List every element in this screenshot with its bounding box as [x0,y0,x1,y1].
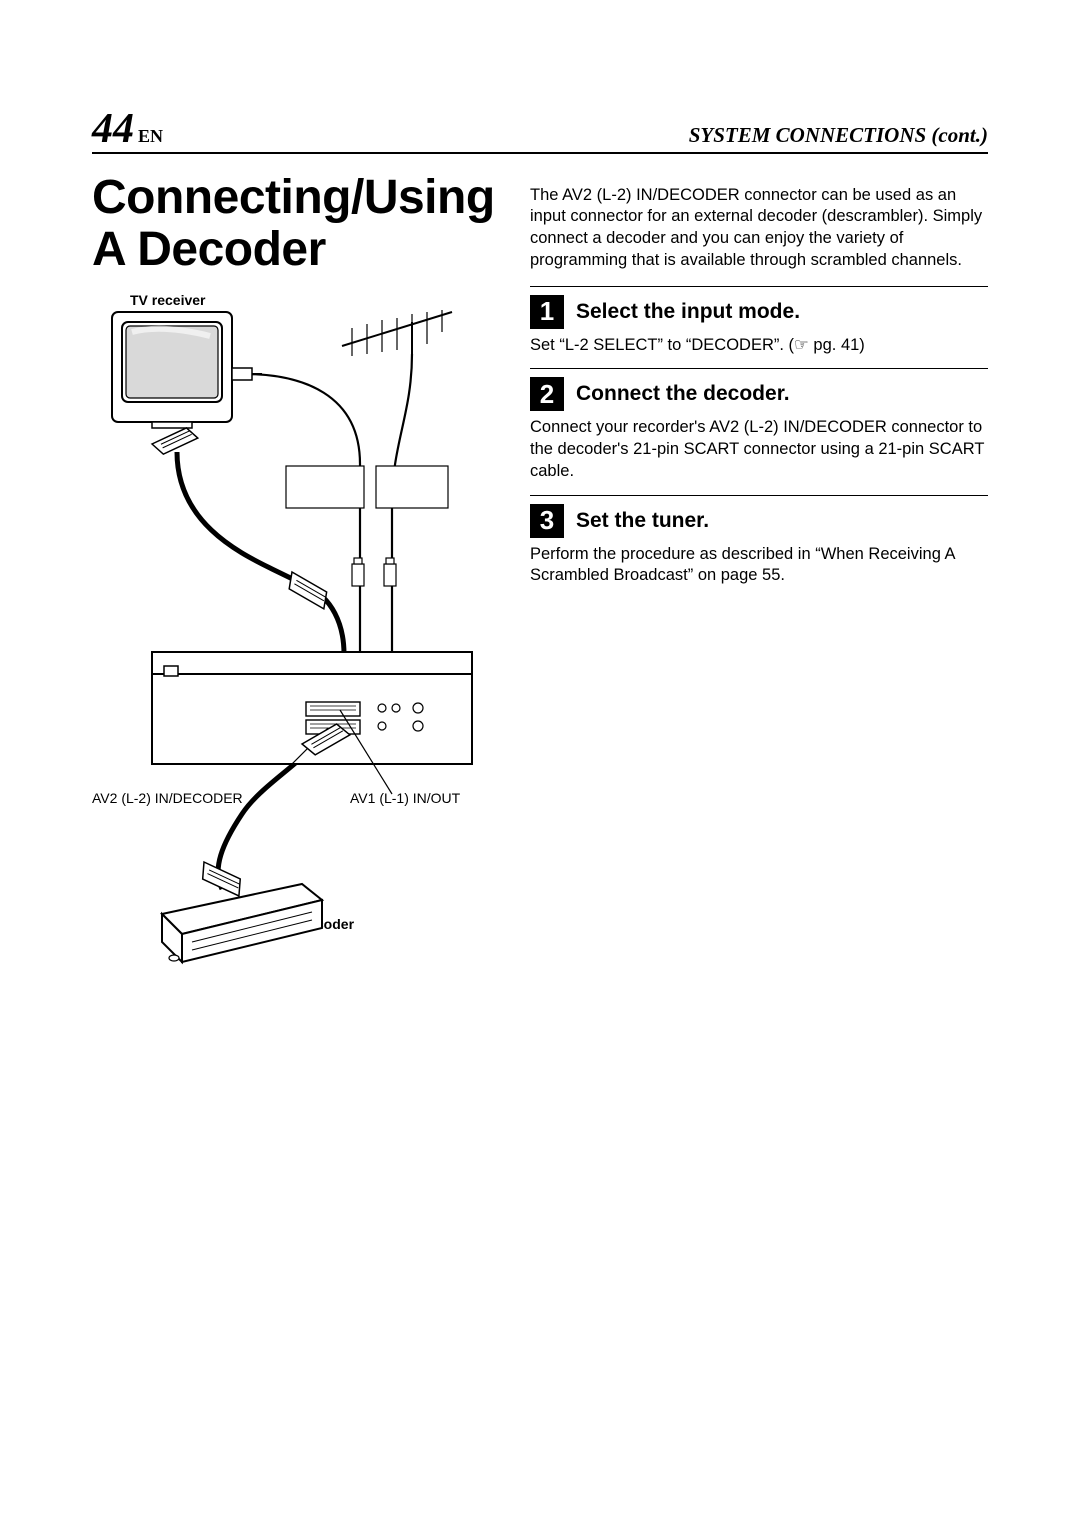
content-columns: Connecting/Using A Decoder TV receiver R… [92,168,988,1054]
page-number: 44 [92,108,134,150]
step-1-head: 1 Select the input mode. [530,295,988,329]
antenna-icon [342,310,452,356]
step-3-title: Set the tuner. [576,509,709,533]
page-lang: EN [138,126,163,147]
diagram-svg [92,294,502,1054]
step-1-body: Set “L-2 SELECT” to “DECODER”. (☞ pg. 41… [530,335,988,357]
step-3-head: 3 Set the tuner. [530,504,988,538]
step-1-number: 1 [530,295,564,329]
step-3-body: Perform the procedure as described in “W… [530,544,988,588]
left-column: Connecting/Using A Decoder TV receiver R… [92,168,502,1054]
step-2: 2 Connect the decoder. Connect your reco… [530,368,988,482]
manual-page: 44 EN SYSTEM CONNECTIONS (cont.) Connect… [0,0,1080,1528]
tv-receiver-icon [112,312,262,457]
step-2-title: Connect the decoder. [576,382,790,406]
section-title: SYSTEM CONNECTIONS (cont.) [689,123,988,148]
decoder-icon [162,884,322,962]
step-3-number: 3 [530,504,564,538]
step-3: 3 Set the tuner. Perform the procedure a… [530,495,988,588]
main-title: Connecting/Using A Decoder [92,172,502,276]
intro-text: The AV2 (L-2) IN/DECODER connector can b… [530,185,988,272]
step-2-number: 2 [530,377,564,411]
step-2-body: Connect your recorder's AV2 (L-2) IN/DEC… [530,417,988,482]
page-header: 44 EN SYSTEM CONNECTIONS (cont.) [92,108,988,154]
step-1-title: Select the input mode. [576,300,800,324]
step-1: 1 Select the input mode. Set “L-2 SELECT… [530,286,988,357]
right-column: The AV2 (L-2) IN/DECODER connector can b… [530,168,988,1054]
connection-diagram: TV receiver RF cable (provided) TV aeria… [92,294,502,1054]
page-number-block: 44 EN [92,108,163,150]
step-2-head: 2 Connect the decoder. [530,377,988,411]
